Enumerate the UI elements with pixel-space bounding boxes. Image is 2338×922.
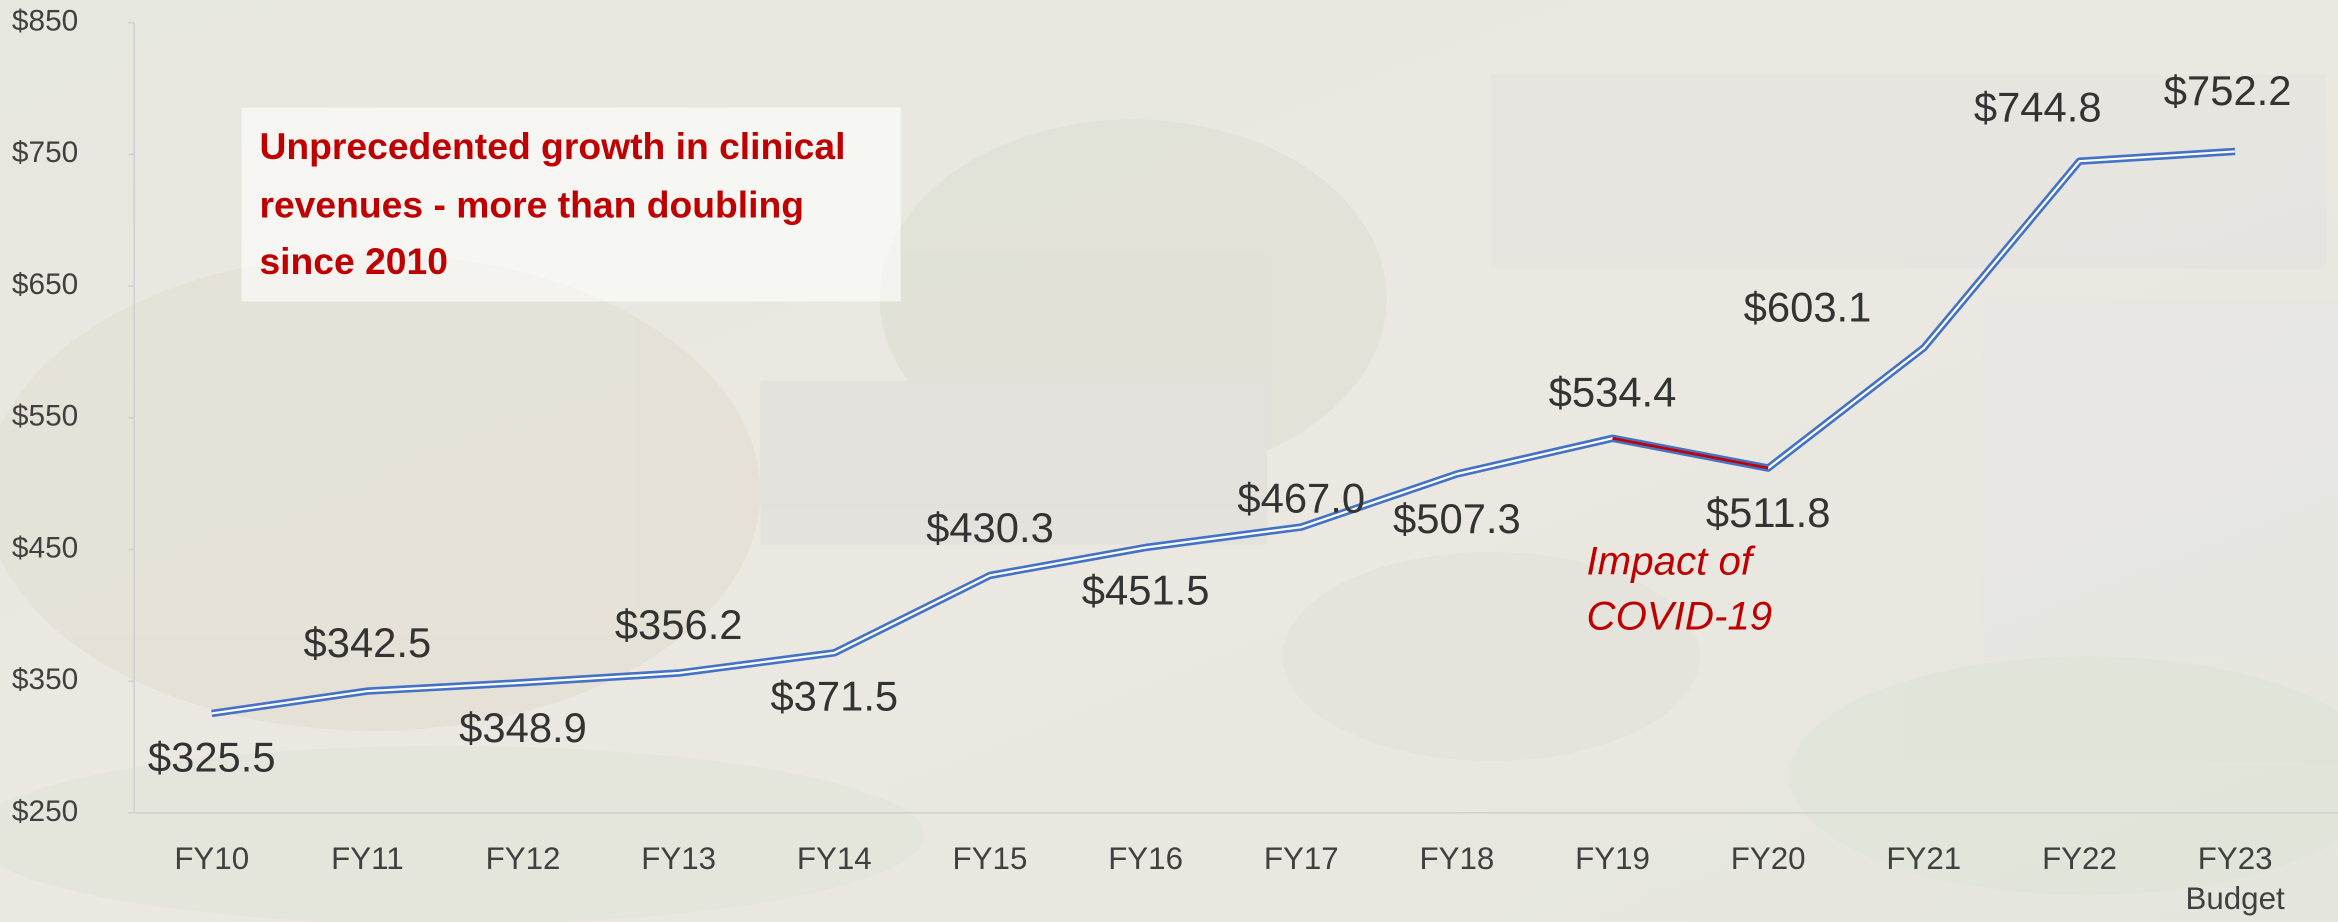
background-photo bbox=[0, 74, 2338, 922]
value-label: $534.4 bbox=[1549, 368, 1677, 415]
line-inner bbox=[211, 150, 2236, 715]
x-tick-note: Budget bbox=[2186, 881, 2285, 916]
x-tick-label: FY22 bbox=[2042, 841, 2117, 876]
x-tick-label: FY10 bbox=[174, 841, 249, 876]
x-tick-label: FY16 bbox=[1108, 841, 1183, 876]
value-label: $342.5 bbox=[304, 619, 432, 666]
covid-segment bbox=[1612, 436, 1769, 470]
x-tick-label: FY23 bbox=[2198, 841, 2273, 876]
x-tick-label: FY17 bbox=[1264, 841, 1339, 876]
x-tick-label: FY12 bbox=[486, 841, 561, 876]
x-tick-label: FY15 bbox=[953, 841, 1028, 876]
value-label: $348.9 bbox=[459, 704, 587, 751]
covid-annotation: Impact of bbox=[1587, 539, 1756, 584]
value-label: $451.5 bbox=[1082, 567, 1210, 614]
x-tick-label: FY13 bbox=[641, 841, 716, 876]
callout-line: revenues - more than doubling bbox=[259, 183, 804, 225]
x-tick-label: FY21 bbox=[1886, 841, 1961, 876]
x-tick-label: FY20 bbox=[1731, 841, 1806, 876]
callout-line: since 2010 bbox=[259, 240, 448, 282]
value-label: $744.8 bbox=[1974, 84, 2102, 131]
x-tick-label: FY19 bbox=[1575, 841, 1650, 876]
x-tick-label: FY18 bbox=[1419, 841, 1494, 876]
y-tick-label: $750 bbox=[12, 136, 78, 169]
value-label: $467.0 bbox=[1237, 474, 1365, 521]
y-tick-label: $450 bbox=[12, 531, 78, 564]
y-tick-label: $350 bbox=[12, 663, 78, 696]
y-tick-label: $850 bbox=[12, 5, 78, 38]
x-tick-label: FY11 bbox=[331, 841, 403, 876]
value-label: $507.3 bbox=[1393, 495, 1521, 542]
callout-box bbox=[241, 107, 901, 302]
value-label: $325.5 bbox=[148, 734, 276, 781]
value-label: $603.1 bbox=[1744, 283, 1872, 330]
value-label: $511.8 bbox=[1706, 489, 1831, 536]
y-tick-label: $550 bbox=[12, 400, 78, 433]
callout-line: Unprecedented growth in clinical bbox=[259, 125, 845, 167]
covid-annotation: COVID-19 bbox=[1587, 594, 1773, 639]
value-label: $752.2 bbox=[2164, 67, 2292, 114]
value-label: $356.2 bbox=[615, 601, 743, 648]
x-tick-label: FY14 bbox=[797, 841, 872, 876]
value-label: $430.3 bbox=[926, 504, 1054, 551]
y-tick-label: $250 bbox=[12, 795, 78, 828]
value-label: $371.5 bbox=[770, 673, 898, 720]
y-tick-label: $650 bbox=[12, 268, 78, 301]
